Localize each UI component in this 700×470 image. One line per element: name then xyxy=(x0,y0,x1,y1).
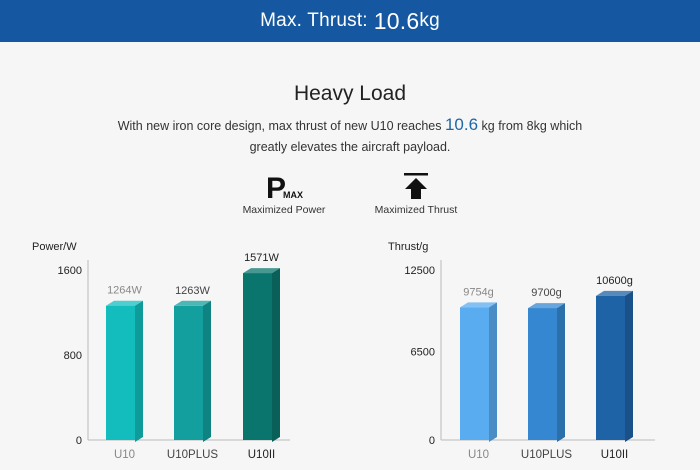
description-line-1: With new iron core design, max thrust of… xyxy=(0,114,700,137)
bar-top xyxy=(174,300,211,306)
description-highlight: 10.6 xyxy=(444,115,479,134)
y-tick-label: 6500 xyxy=(411,347,435,359)
bar xyxy=(460,307,489,440)
bar-top xyxy=(460,302,497,308)
up-arrow-icon xyxy=(362,170,470,202)
description-text-2: kg from 8kg which xyxy=(478,119,583,133)
x-tick-label: U10 xyxy=(468,449,489,461)
data-label: 9700g xyxy=(531,287,562,299)
page-title: Heavy Load xyxy=(293,82,407,105)
y-axis-label: Thrust/g xyxy=(388,241,428,253)
feature-label-power: Maximized Power xyxy=(242,204,326,216)
data-label: 9754g xyxy=(463,286,494,298)
bar xyxy=(596,295,625,440)
banner-unit: kg xyxy=(419,10,440,31)
y-tick-label: 800 xyxy=(64,350,82,362)
y-tick-label: 0 xyxy=(429,435,435,447)
description-text-1: With new iron core design, max thrust of… xyxy=(117,119,445,133)
bar-side xyxy=(135,300,143,442)
y-axis-label: Power/W xyxy=(32,241,77,253)
p-glyph: P xyxy=(266,172,286,202)
y-tick-label: 12500 xyxy=(404,265,435,277)
description-line-2: greatly elevates the aircraft payload. xyxy=(249,140,451,154)
bar-top xyxy=(106,300,143,306)
x-tick-label: U10II xyxy=(248,449,276,461)
banner-prefix: Max. Thrust: xyxy=(260,10,368,31)
bar xyxy=(106,305,135,440)
bar-top xyxy=(243,268,280,274)
bar-side xyxy=(203,300,211,442)
bar-top xyxy=(596,290,633,296)
bar-side xyxy=(489,302,497,442)
y-tick-label: 1600 xyxy=(58,265,82,277)
description: With new iron core design, max thrust of… xyxy=(0,114,700,158)
header-banner: Max. Thrust: 10.6 kg xyxy=(0,0,700,42)
data-label: 10600g xyxy=(596,275,633,287)
banner-thrust-value: 10.6 xyxy=(373,7,420,34)
feature-label-thrust: Maximized Thrust xyxy=(374,204,458,216)
feature-max-thrust: Maximized Thrust xyxy=(362,170,470,216)
bar xyxy=(243,273,272,440)
y-tick-label: 0 xyxy=(76,435,82,447)
x-tick-label: U10 xyxy=(114,449,135,461)
feature-max-power: P MAX Maximized Power xyxy=(230,170,338,216)
bar xyxy=(528,308,557,440)
max-glyph: MAX xyxy=(283,190,303,200)
bar-side xyxy=(625,290,633,442)
x-tick-label: U10PLUS xyxy=(167,449,218,461)
bar-top xyxy=(528,303,565,309)
x-tick-label: U10II xyxy=(601,449,629,461)
bar xyxy=(174,305,203,440)
data-label: 1263W xyxy=(175,285,210,297)
bar-side xyxy=(557,303,565,442)
p-max-icon: P MAX xyxy=(230,170,338,202)
bar-side xyxy=(272,268,280,442)
data-label: 1264W xyxy=(107,285,142,297)
x-tick-label: U10PLUS xyxy=(521,449,572,461)
data-label: 1571W xyxy=(244,252,279,264)
